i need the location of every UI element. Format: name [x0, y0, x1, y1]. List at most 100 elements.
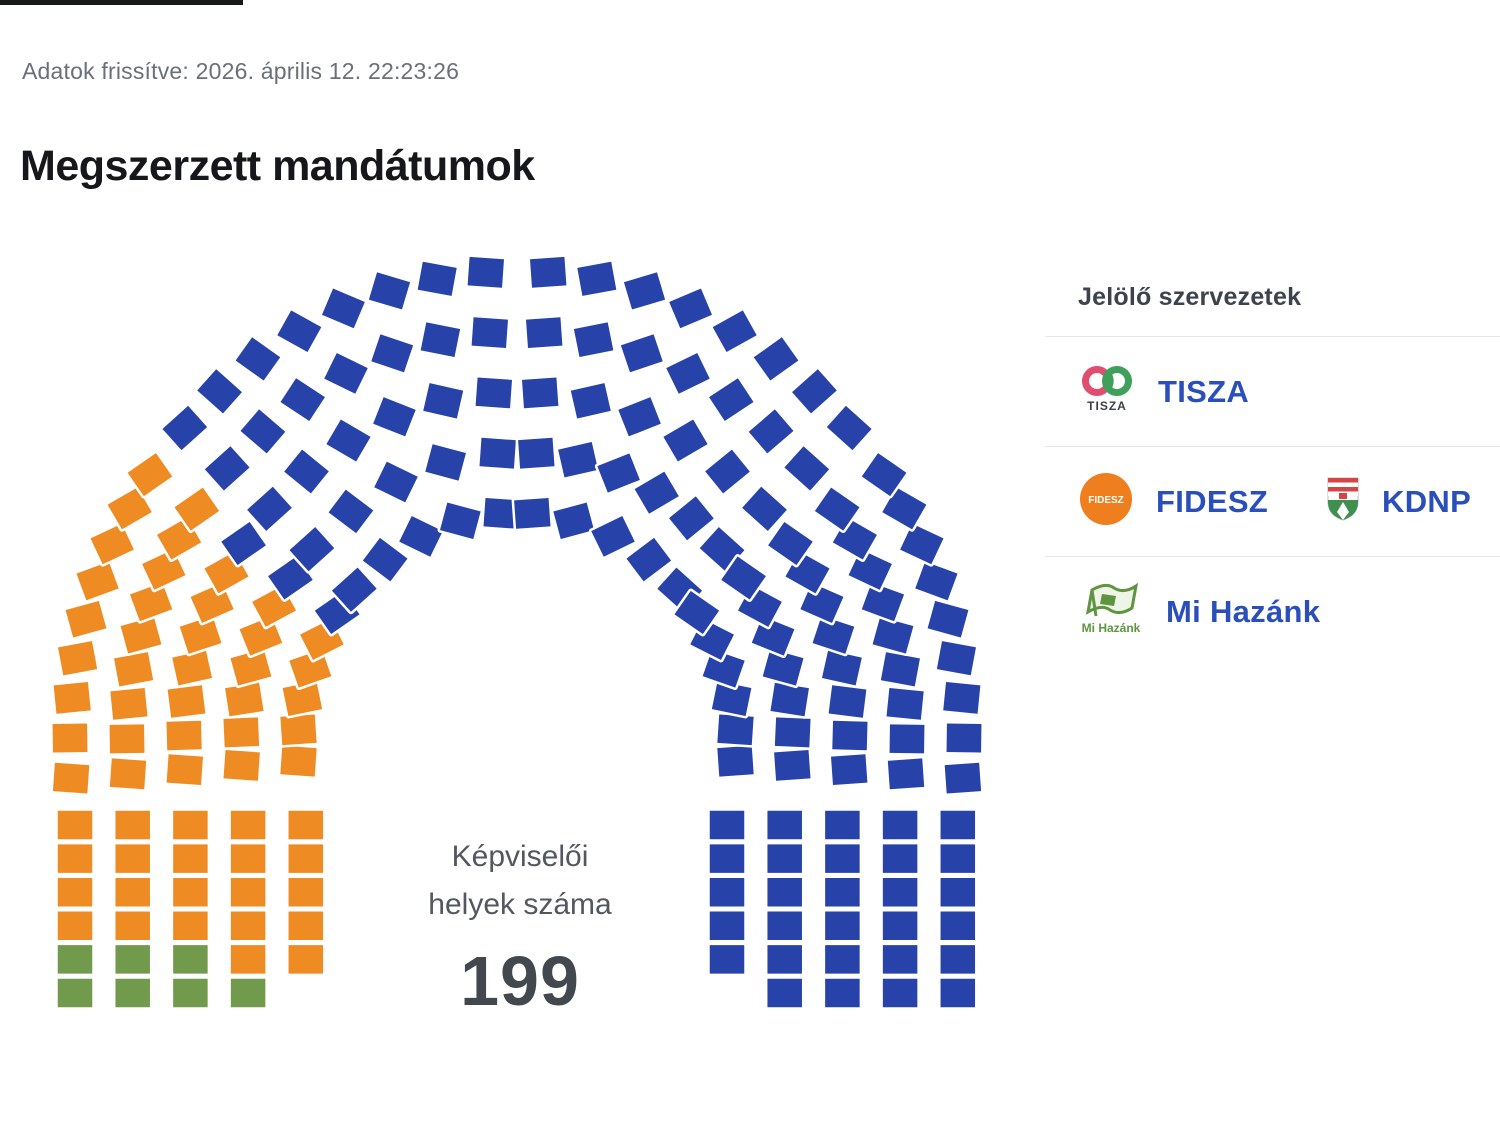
- seat-tisza-right-arc: [884, 685, 927, 723]
- seat-tisza-right-block: [822, 909, 863, 943]
- tisza-infinity-logo-icon: TISZA: [1078, 362, 1136, 421]
- seat-tisza-right-block: [938, 808, 978, 842]
- seat-tisza-center-left-arc: [319, 286, 368, 331]
- seat-tisza-right-arc: [879, 485, 929, 532]
- seat-fidesz-left-block: [286, 875, 326, 909]
- party-link-tisza[interactable]: TISZA TISZA: [1078, 362, 1249, 421]
- seat-tisza-center-left-arc: [415, 259, 460, 299]
- seat-tisza-center-right-arc: [615, 394, 664, 439]
- seat-tisza-right-block: [938, 875, 978, 909]
- seat-fidesz-left-block: [170, 841, 211, 876]
- seat-tisza-right-arc: [812, 485, 862, 534]
- seat-tisza-right-block: [822, 875, 863, 909]
- seat-fidesz-left-arc: [74, 559, 122, 603]
- seat-tisza-center-left-arc: [469, 314, 511, 351]
- seat-tisza-center-left-arc: [477, 435, 519, 472]
- seat-tisza-center-left-arc: [233, 334, 283, 383]
- seat-mihazank-left-block: [228, 976, 268, 1010]
- seat-fidesz-left-block: [228, 942, 268, 977]
- seat-count-label-line2: helyek száma: [428, 888, 612, 921]
- seat-fidesz-left-arc: [164, 751, 206, 788]
- seat-tisza-right-arc: [714, 711, 757, 748]
- seat-tisza-right-block: [707, 942, 747, 977]
- seat-tisza-right-arc: [828, 751, 870, 788]
- seat-tisza-right-arc: [772, 714, 814, 750]
- seat-tisza-right-arc: [878, 649, 923, 689]
- seat-tisza-center-right-arc: [632, 469, 682, 517]
- legend-row-mihazank: Mi Hazánk Mi Hazánk: [1045, 556, 1500, 666]
- seat-tisza-center-left-arc: [396, 513, 446, 560]
- seat-fidesz-left-arc: [127, 580, 175, 624]
- seat-tisza-center-left-arc: [418, 319, 463, 360]
- seat-tisza-center-right-arc: [661, 417, 710, 464]
- seat-fidesz-left-block: [55, 841, 95, 876]
- seat-fidesz-left-block: [286, 808, 326, 842]
- party-link-kdnp[interactable]: KDNP: [1326, 476, 1471, 527]
- seat-tisza-right-block: [764, 942, 805, 977]
- seat-tisza-center-left-arc: [326, 487, 376, 536]
- seat-tisza-right-arc: [859, 580, 907, 624]
- seat-tisza-right-arc: [912, 559, 960, 603]
- seat-tisza-center-left-arc: [321, 350, 371, 397]
- seat-tisza-center-right-arc: [555, 439, 601, 480]
- seat-fidesz-left-arc: [51, 679, 94, 717]
- seat-tisza-right-block: [764, 841, 805, 876]
- seat-tisza-center-right-arc: [751, 334, 801, 383]
- seat-tisza-right-arc: [826, 682, 869, 721]
- seat-tisza-center-left-arc: [420, 380, 466, 421]
- seat-tisza-right-block: [764, 976, 805, 1010]
- seat-fidesz-left-arc: [50, 760, 92, 797]
- seat-tisza-right-arc: [885, 755, 927, 792]
- seat-tisza-right-block: [822, 942, 863, 977]
- seat-count-label: Képviselői helyek száma 199: [320, 833, 720, 1021]
- seat-tisza-center-right-arc: [594, 450, 643, 496]
- seat-tisza-center-left-arc: [274, 307, 324, 355]
- seat-tisza-center-right-arc: [710, 307, 760, 355]
- party-link-fidesz[interactable]: FIDESZ FIDESZ: [1078, 471, 1268, 532]
- seat-tisza-right-arc: [829, 718, 871, 753]
- seat-tisza-center-left-arc: [360, 535, 410, 584]
- seat-tisza-right-block: [707, 875, 747, 909]
- seat-fidesz-left-arc: [277, 711, 320, 748]
- seat-tisza-center-left-arc: [329, 565, 380, 615]
- kdnp-shield-logo-icon: [1326, 476, 1360, 527]
- seat-tisza-right-arc: [897, 521, 946, 567]
- seat-tisza-right-block: [938, 841, 978, 876]
- seat-tisza-right-block: [764, 875, 805, 909]
- seat-tisza-center-right-arc: [571, 319, 616, 360]
- seat-fidesz-left-arc: [125, 450, 175, 499]
- seat-tisza-center-left-arc: [422, 441, 469, 484]
- seat-tisza-right-arc: [859, 450, 909, 499]
- seat-fidesz-left-arc: [55, 638, 100, 678]
- seat-tisza-center-right-arc: [624, 535, 674, 584]
- seat-tisza-center-left-arc: [371, 459, 421, 505]
- seat-tisza-right-arc: [765, 519, 816, 568]
- legend-panel: Jelölő szervezetek TISZA TISZA: [1045, 283, 1500, 666]
- legend-row-tisza: TISZA TISZA: [1045, 336, 1500, 446]
- party-label-fidesz: FIDESZ: [1156, 483, 1269, 519]
- svg-text:FIDESZ: FIDESZ: [1088, 495, 1124, 506]
- seat-tisza-right-arc: [771, 747, 813, 784]
- page-title: Megszerzett mandátumok: [20, 142, 535, 190]
- seat-tisza-right-arc: [944, 721, 984, 755]
- party-link-mihazank[interactable]: Mi Hazánk Mi Hazánk: [1078, 582, 1320, 641]
- seat-tisza-center-right-arc: [666, 286, 715, 331]
- seat-mihazank-left-block: [170, 976, 211, 1010]
- seat-fidesz-left-block: [55, 808, 95, 842]
- seat-mihazank-left-block: [55, 976, 95, 1010]
- seat-fidesz-left-arc: [163, 718, 205, 753]
- seat-fidesz-left-arc: [107, 755, 149, 792]
- seat-fidesz-left-arc: [177, 613, 224, 657]
- data-updated-timestamp: Adatok frissítve: 2026. április 12. 22:2…: [22, 58, 460, 84]
- seat-fidesz-left-block: [286, 909, 326, 943]
- seat-fidesz-left-arc: [105, 485, 155, 532]
- party-label-tisza: TISZA: [1158, 373, 1250, 409]
- seat-fidesz-left-arc: [222, 680, 267, 719]
- seat-fidesz-left-block: [112, 808, 153, 842]
- seat-tisza-center-right-arc: [666, 493, 717, 543]
- seat-tisza-right-block: [707, 909, 747, 943]
- seat-mihazank-left-block: [170, 942, 211, 977]
- legend-header: Jelölő szervezetek: [1078, 283, 1302, 311]
